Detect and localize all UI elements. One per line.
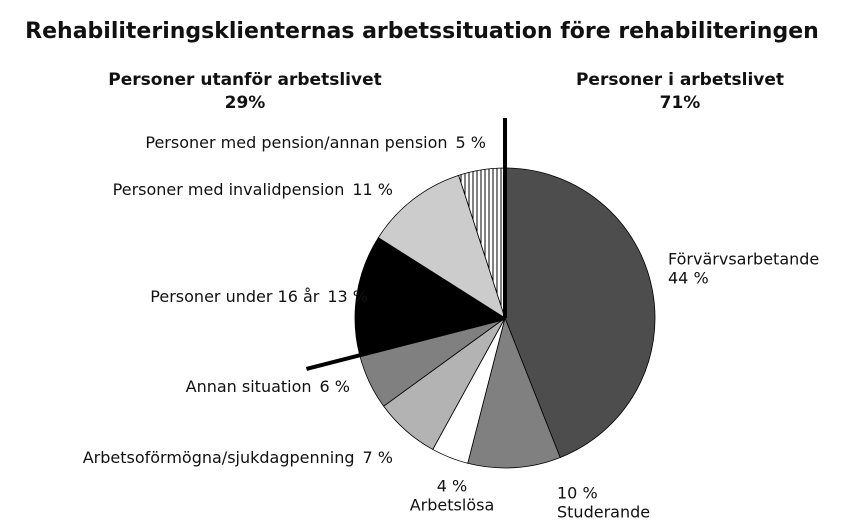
slice-label: 4 % [437, 477, 467, 496]
slice-label: 44 % [668, 269, 709, 288]
group-value: 71% [660, 93, 701, 113]
slice-label: Personer med pension/annan pension 5 % [145, 133, 486, 152]
pie-slice [377, 174, 506, 319]
slice-label: Arbetslösa [410, 496, 495, 515]
group-label: Personer i arbetslivet [576, 70, 784, 90]
slice-label: 10 % [557, 484, 598, 503]
group-label: Personer utanför arbetslivet [108, 70, 381, 90]
pie-slice [504, 167, 656, 458]
slice-label: Personer under 16 år 13 % [150, 287, 368, 306]
slice-label: Personer med invalidpension 11 % [113, 180, 393, 199]
slice-name: Personer med pension/annan pension [145, 133, 447, 152]
slice-value: 6 % [320, 377, 350, 396]
slice-label: Annan situation 6 % [186, 377, 350, 396]
slice-name: Annan situation [186, 377, 312, 396]
group-value: 29% [225, 93, 266, 113]
slice-value: 7 % [363, 448, 393, 467]
slice-name: Personer med invalidpension [113, 180, 345, 199]
slice-value: 11 % [352, 180, 393, 199]
pie-slice [467, 316, 561, 469]
slice-value: 13 % [327, 287, 368, 306]
chart-title: Rehabiliteringsklienternas arbetssituati… [25, 19, 819, 44]
slice-name: Arbetsoförmögna/sjukdagpenning [83, 448, 355, 467]
group-divider [305, 316, 506, 371]
slice-label: Studerande [557, 503, 650, 522]
slice-label: Arbetsoförmögna/sjukdagpenning 7 % [83, 448, 393, 467]
slice-value: 5 % [456, 133, 486, 152]
slice-name: Personer under 16 år [150, 287, 319, 306]
slice-label: Förvärvsarbetande [668, 250, 819, 269]
